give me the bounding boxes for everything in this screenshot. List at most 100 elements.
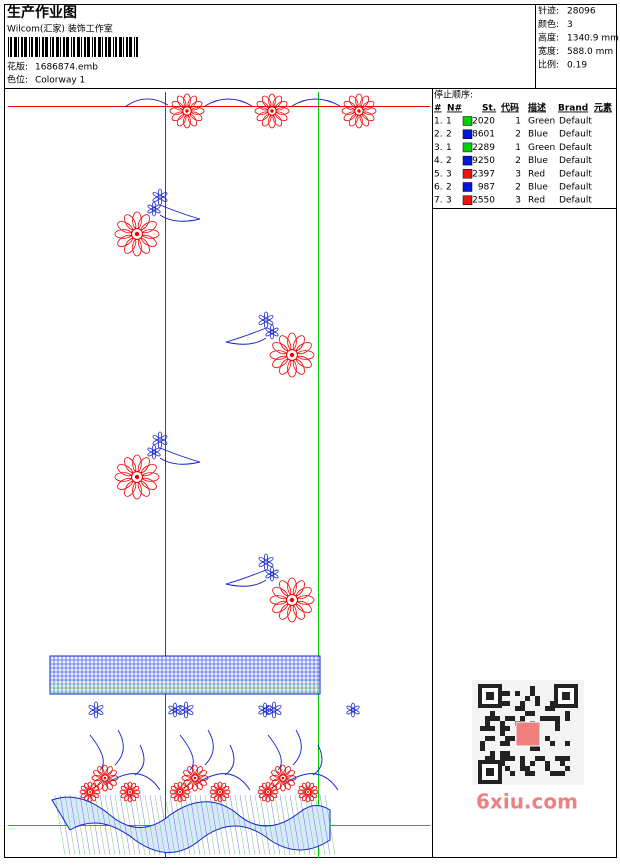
qr-cell <box>515 706 520 711</box>
stitches: 987 <box>478 183 495 193</box>
bar <box>113 37 114 57</box>
leaf <box>179 729 251 791</box>
stats: 针迹: 28096 颜色: 3 高度: 1340.9 mm 宽度: 588.0 mm 比例: 0.… <box>538 5 619 71</box>
thread <box>264 794 276 856</box>
description: Green <box>528 143 555 153</box>
center <box>263 317 269 323</box>
row-no: 2. <box>434 130 443 140</box>
qr-cell <box>490 756 495 761</box>
stitches: 2550 <box>472 196 495 206</box>
bar <box>134 37 135 57</box>
qr-cell <box>545 706 550 711</box>
flower <box>152 431 168 449</box>
bar <box>8 37 9 57</box>
row-no: 6. <box>434 183 443 193</box>
thread <box>59 794 71 856</box>
color-swatch <box>462 182 473 192</box>
center <box>151 206 157 212</box>
row-no: 7. <box>434 196 443 206</box>
flower <box>209 781 231 803</box>
center <box>270 109 274 113</box>
border <box>4 4 617 858</box>
column-header: N# <box>447 104 462 114</box>
qr-cell <box>550 706 555 711</box>
thread <box>169 794 181 856</box>
thread <box>319 794 331 856</box>
qr-cell <box>555 721 560 726</box>
center <box>307 791 309 793</box>
qr-cell <box>485 726 490 731</box>
petal <box>157 188 162 196</box>
description: Blue <box>528 183 548 193</box>
bar <box>102 37 103 57</box>
color-swatch <box>462 116 473 126</box>
column-header: St. <box>482 104 496 114</box>
thread <box>274 794 286 856</box>
flower <box>114 454 160 500</box>
qr-cell <box>565 716 570 721</box>
row-no: 4. <box>434 156 443 166</box>
stitches: 9250 <box>472 156 495 166</box>
brand: Default <box>559 169 592 179</box>
thread <box>279 794 291 856</box>
row-no: 3. <box>434 143 443 153</box>
stat-value: 588.0 mm <box>567 47 613 57</box>
center <box>182 106 192 116</box>
petal <box>152 201 156 208</box>
color-swatch <box>462 129 473 139</box>
flower <box>265 324 279 340</box>
needle: 1 <box>446 117 452 127</box>
brand: Default <box>559 143 592 153</box>
qr-cell <box>485 721 490 726</box>
stitches: 2020 <box>472 117 495 127</box>
qr-cell <box>510 771 515 776</box>
center <box>264 709 266 711</box>
center <box>93 707 99 713</box>
flower <box>152 188 168 206</box>
description: Red <box>528 169 545 179</box>
petal <box>184 711 189 719</box>
thread <box>119 794 131 856</box>
center <box>289 597 295 603</box>
qr-cell <box>505 736 510 741</box>
color-swatch <box>462 142 473 153</box>
qr-cell <box>560 771 565 776</box>
qr-cell <box>505 716 510 721</box>
bar <box>52 37 54 57</box>
flower <box>258 311 274 329</box>
needle: 1 <box>446 143 452 153</box>
flower <box>265 566 279 582</box>
row-no: 5. <box>434 169 443 179</box>
qr-cell <box>500 731 505 736</box>
qr-cell <box>500 691 505 696</box>
qr-cell <box>555 771 560 776</box>
center <box>265 789 271 795</box>
column-header: 描述 <box>528 102 546 114</box>
thread <box>214 794 226 856</box>
description: Green <box>528 117 555 127</box>
qr-cell <box>540 716 545 721</box>
flower <box>269 764 297 792</box>
bar <box>10 37 12 57</box>
qr-cell <box>550 741 555 746</box>
center <box>183 707 189 713</box>
needle: 2 <box>446 156 452 166</box>
qr-cell <box>505 701 510 706</box>
center <box>267 106 277 116</box>
qr-cell <box>485 756 490 761</box>
petal <box>94 701 99 709</box>
qr-cell <box>500 756 505 761</box>
leaf <box>89 729 161 791</box>
qr-cell <box>545 736 550 741</box>
color-swatch <box>462 155 473 166</box>
code: 1 <box>515 143 521 153</box>
bar <box>42 37 44 57</box>
petal <box>270 333 274 340</box>
thread <box>259 794 271 856</box>
thread <box>69 794 81 856</box>
bar <box>29 37 30 57</box>
stat-value: 1340.9 mm <box>567 34 619 44</box>
qr-cell <box>505 751 510 756</box>
thread <box>249 794 261 856</box>
